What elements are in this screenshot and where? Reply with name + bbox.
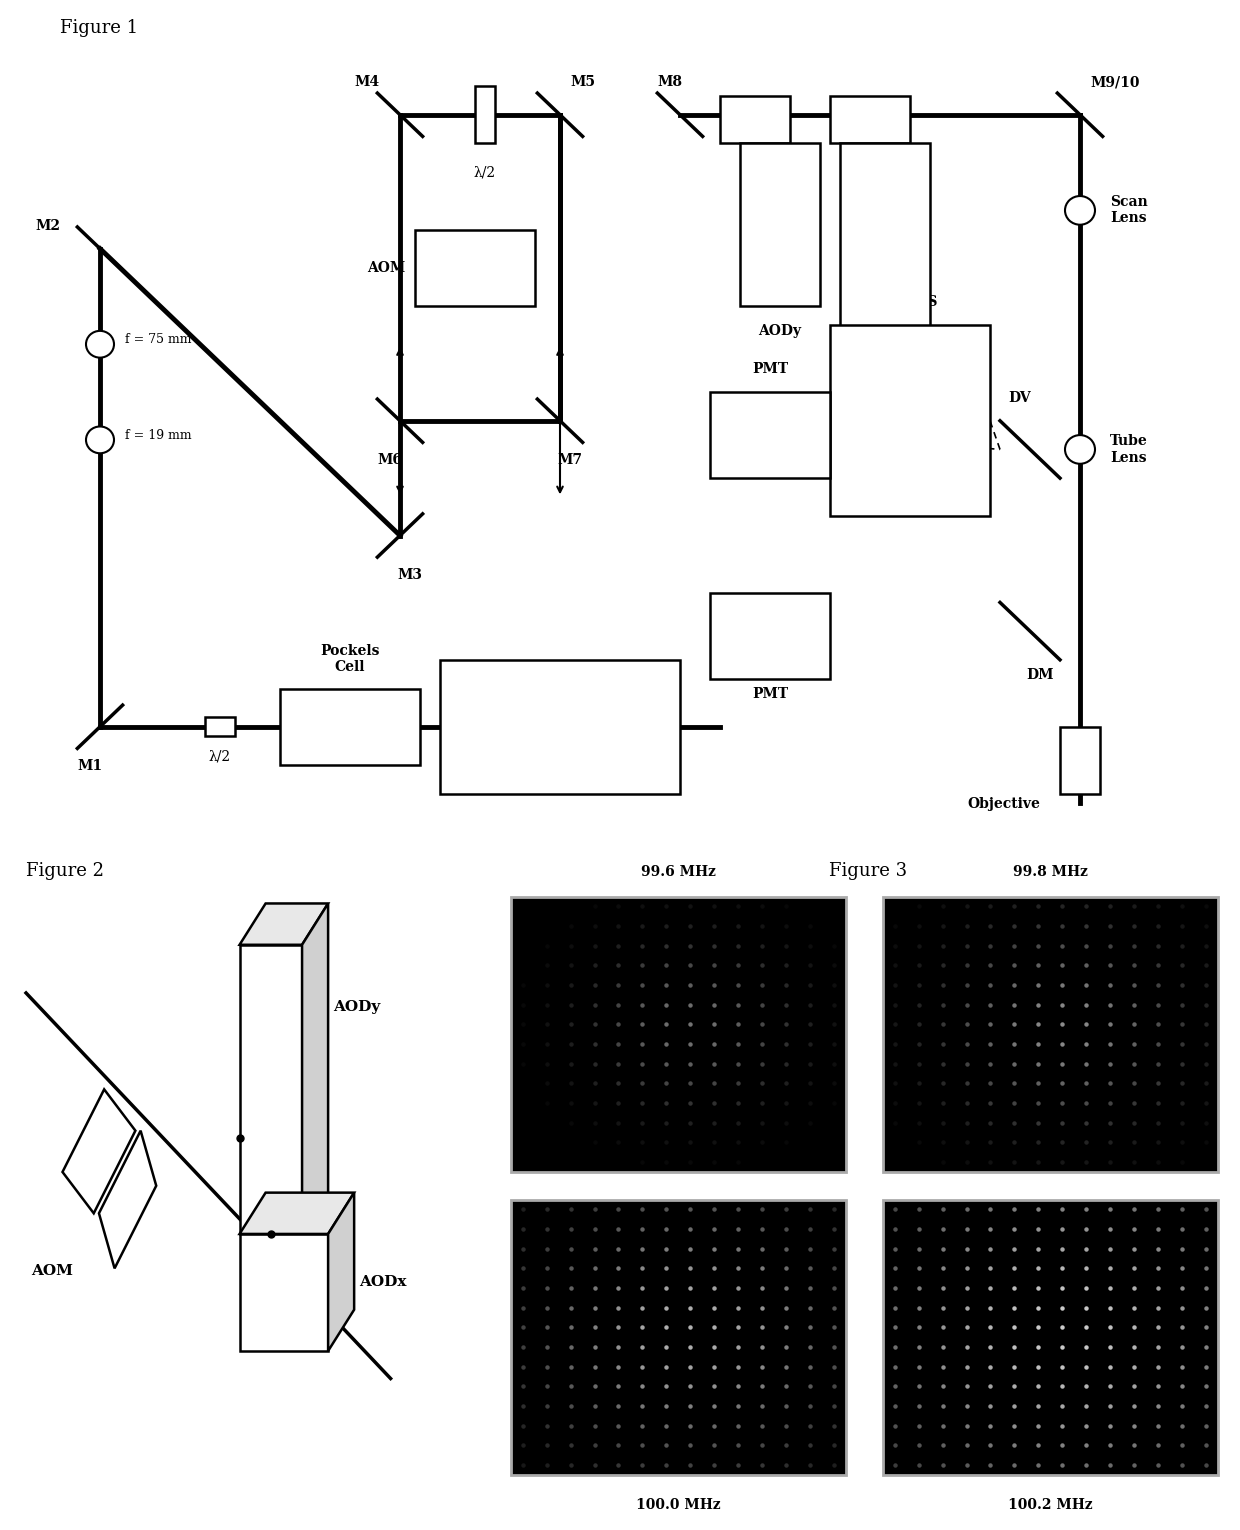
Circle shape (1065, 435, 1095, 464)
Text: DM: DM (1027, 669, 1054, 682)
Text: MiTai
Laser: MiTai Laser (538, 687, 582, 718)
Polygon shape (303, 904, 329, 1233)
Text: Tube
Lens: Tube Lens (1110, 435, 1148, 465)
Text: M9/10: M9/10 (1090, 75, 1140, 89)
Circle shape (86, 427, 114, 453)
Text: AODx: AODx (360, 1274, 407, 1290)
Text: Deep See: Deep See (527, 757, 594, 771)
Bar (720, 96, 790, 144)
Text: sCMOS: sCMOS (882, 295, 939, 309)
Polygon shape (239, 1233, 329, 1351)
Bar (711, 594, 830, 679)
Bar (511, 1200, 846, 1475)
Circle shape (86, 330, 114, 358)
Circle shape (1065, 196, 1095, 225)
Text: M3: M3 (398, 568, 423, 581)
Bar (883, 1200, 1218, 1475)
Text: DV: DV (1008, 390, 1032, 404)
Text: AOM: AOM (31, 1264, 73, 1278)
Text: λ/2: λ/2 (208, 750, 231, 763)
Polygon shape (329, 1193, 355, 1351)
Bar (475, 86, 495, 144)
Polygon shape (62, 1089, 135, 1213)
Text: M2: M2 (35, 219, 60, 233)
Bar (205, 718, 236, 736)
Polygon shape (239, 946, 303, 1233)
Text: Figure 1: Figure 1 (60, 20, 138, 37)
Text: f = 75 mm: f = 75 mm (125, 334, 191, 346)
Bar (415, 230, 534, 306)
Text: 100.0 MHz: 100.0 MHz (636, 1498, 720, 1512)
Bar (1060, 727, 1100, 794)
Text: λ/2: λ/2 (474, 165, 496, 181)
Bar (839, 144, 930, 402)
Text: PMT: PMT (751, 363, 789, 376)
Text: 100.2 MHz: 100.2 MHz (1008, 1498, 1092, 1512)
Text: 99.8 MHz: 99.8 MHz (1013, 864, 1087, 878)
Text: M7: M7 (558, 453, 583, 467)
Bar (740, 144, 820, 306)
Text: M6: M6 (377, 453, 403, 467)
Text: M4: M4 (355, 75, 379, 89)
Bar (830, 326, 990, 517)
Text: AODy: AODy (334, 999, 381, 1014)
Bar (280, 688, 420, 765)
Text: M5: M5 (570, 75, 595, 89)
Text: AODx: AODx (863, 419, 906, 433)
Text: Scan
Lens: Scan Lens (1110, 196, 1148, 225)
Text: 99.6 MHz: 99.6 MHz (641, 864, 715, 878)
Text: AOM: AOM (367, 260, 405, 275)
Text: Figure 3: Figure 3 (828, 863, 908, 880)
Text: Pockels
Cell: Pockels Cell (320, 644, 379, 675)
Bar (711, 392, 830, 477)
Text: M1: M1 (77, 759, 103, 773)
Text: Figure 2: Figure 2 (26, 863, 104, 880)
Bar (440, 659, 680, 794)
Text: Objective: Objective (967, 797, 1040, 811)
Text: f = 19 mm: f = 19 mm (125, 428, 192, 442)
Bar (830, 96, 910, 144)
Polygon shape (99, 1131, 156, 1268)
Bar (883, 897, 1218, 1172)
Bar (511, 897, 846, 1172)
Text: PMT: PMT (751, 687, 789, 701)
Polygon shape (239, 904, 329, 946)
Polygon shape (239, 1193, 355, 1233)
Text: AODy: AODy (759, 324, 801, 338)
Text: M8: M8 (657, 75, 682, 89)
